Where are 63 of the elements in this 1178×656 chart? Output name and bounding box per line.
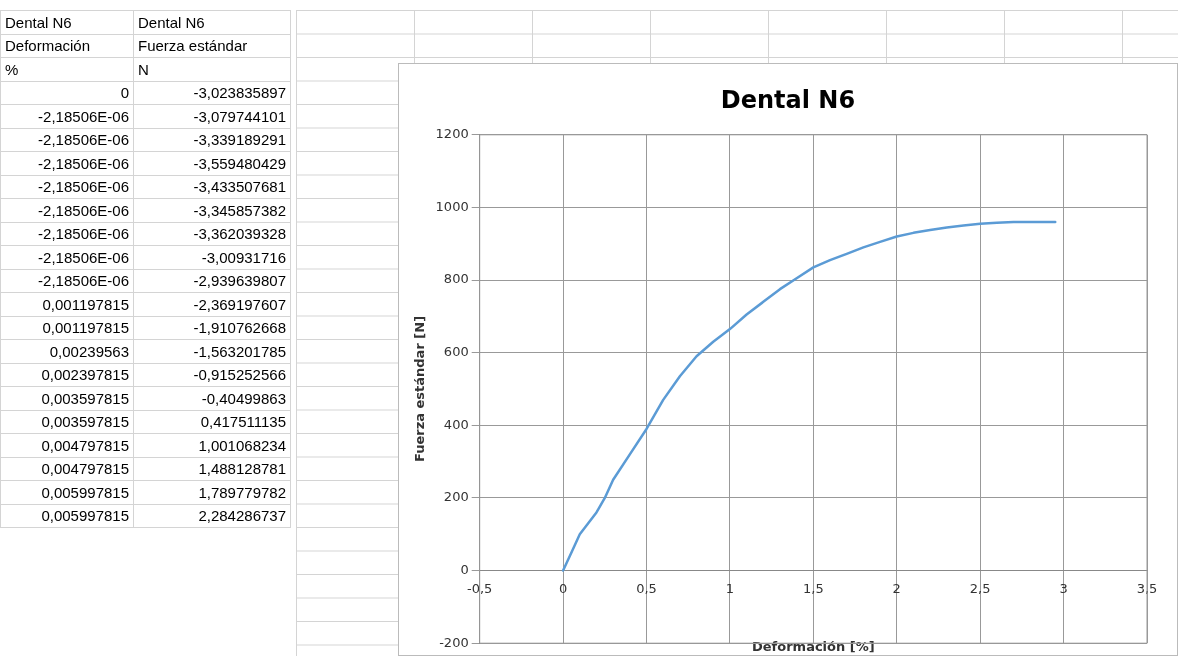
text: 0,004797815 (0, 433, 134, 457)
text: 0,005997815 (0, 480, 134, 504)
x-tick-label: 3,5 (1136, 580, 1158, 596)
text: -2,939639807 (133, 269, 291, 293)
text: Dental N6 (133, 10, 291, 34)
x-tick-label: 1,5 (803, 580, 824, 596)
chart-title: Dental N6 (719, 86, 857, 114)
text: -2,18506E-06 (0, 175, 134, 199)
y-tick-label: 800 (443, 271, 469, 287)
text: % (0, 57, 134, 81)
text: 1,488128781 (133, 457, 291, 481)
text: -2,18506E-06 (0, 222, 134, 246)
text: -1,910762668 (133, 316, 291, 340)
text: -2,369197607 (133, 292, 291, 316)
x-tick-label: 2 (892, 580, 901, 596)
text: -1,563201785 (133, 339, 291, 363)
y-tick-label: 1200 (435, 126, 469, 142)
text: -2,18506E-06 (0, 104, 134, 128)
x-tick-label: 0,5 (636, 580, 657, 596)
text: -2,18506E-06 (0, 245, 134, 269)
text: Fuerza estándar (133, 34, 291, 58)
text: 1,001068234 (133, 433, 291, 457)
text: 0,001197815 (0, 316, 134, 340)
text: -2,18506E-06 (0, 151, 134, 175)
text: -3,023835897 (133, 81, 291, 105)
y-axis-title: Fuerza estándar [N] (412, 315, 428, 463)
y-tick-label: -200 (439, 634, 469, 650)
text: -3,362039328 (133, 222, 291, 246)
text: 1,789779782 (133, 480, 291, 504)
text: -3,079744101 (133, 104, 291, 128)
text: Dental N6 (0, 10, 134, 34)
text: Deformación (0, 34, 134, 58)
text: -0,915252566 (133, 363, 291, 387)
text: N (133, 57, 291, 81)
text: 2,284286737 (133, 504, 291, 528)
text: 0,003597815 (0, 386, 134, 410)
text: -3,345857382 (133, 198, 291, 222)
text: 0,00239563 (0, 339, 134, 363)
text: 0,002397815 (0, 363, 134, 387)
x-tick-label: 0 (558, 580, 568, 596)
x-tick-label: 3 (1059, 580, 1068, 596)
text: -3,433507681 (133, 175, 291, 199)
x-tick-label: 2,5 (969, 580, 991, 596)
text: -2,18506E-06 (0, 198, 134, 222)
y-tick-label: 1000 (435, 198, 469, 214)
text: 0,001197815 (0, 292, 134, 316)
x-tick-label: -0,5 (467, 580, 493, 596)
y-tick-label: 400 (443, 416, 469, 432)
text: 0,004797815 (0, 457, 134, 481)
text: -3,339189291 (133, 128, 291, 152)
y-tick-label: 200 (443, 489, 469, 505)
text: -2,18506E-06 (0, 269, 134, 293)
text: 0,005997815 (0, 504, 134, 528)
text: -3,00931716 (133, 245, 291, 269)
y-tick-label: 0 (460, 561, 469, 577)
text: 0 (0, 81, 134, 105)
text: -3,559480429 (133, 151, 291, 175)
text: -0,40499863 (133, 386, 291, 410)
text: 0,417511135 (133, 410, 291, 434)
text: -2,18506E-06 (0, 128, 134, 152)
x-tick-label: 1 (725, 580, 735, 596)
text: 0,003597815 (0, 410, 134, 434)
y-tick-label: 600 (443, 344, 469, 360)
